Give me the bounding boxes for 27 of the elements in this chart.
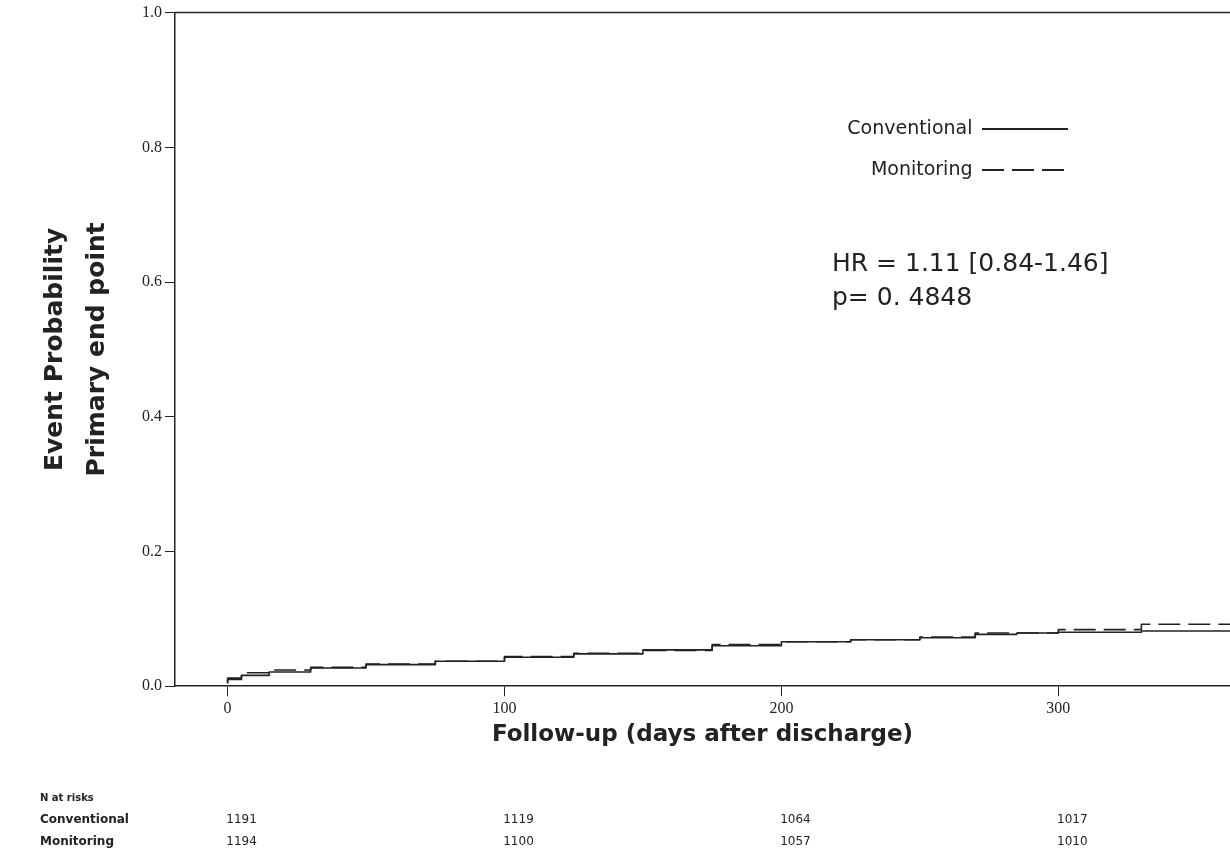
y-tick-label: 0.2 [142, 541, 162, 559]
text: 1057 [780, 834, 811, 848]
text: 1119 [503, 812, 534, 826]
annotation: p= 0. 4848 [832, 282, 973, 311]
text: Monitoring [40, 834, 114, 848]
text: Conventional [40, 812, 129, 826]
text: 1010 [1057, 834, 1088, 848]
x-tick-label: 300 [1046, 699, 1071, 716]
text: 1194 [226, 834, 257, 848]
x-tick-label: 0 [223, 699, 232, 716]
annotation: HR = 1.11 [0.84-1.46] [832, 248, 1109, 277]
x-axis-title: Follow-up (days after discharge) [491, 720, 914, 747]
legend-label: Conventional [847, 116, 973, 139]
x-tick-label: 200 [769, 699, 794, 716]
y-tick-label: 0.0 [142, 676, 162, 694]
y-tick-label: 0.6 [142, 272, 162, 290]
y-tick-label: 1.0 [142, 2, 162, 20]
text: 1017 [1057, 812, 1088, 826]
text: N at risks [40, 792, 94, 803]
text: 1064 [780, 812, 811, 826]
x-tick-label: 100 [492, 699, 517, 716]
text: 1191 [226, 812, 257, 826]
y-axis-title: Event Probability Primary end point [38, 222, 111, 477]
legend-label: Monitoring [870, 157, 973, 180]
y-tick-label: 0.8 [142, 137, 162, 155]
y-tick-label: 0.4 [142, 406, 162, 424]
text: 1100 [503, 834, 534, 848]
